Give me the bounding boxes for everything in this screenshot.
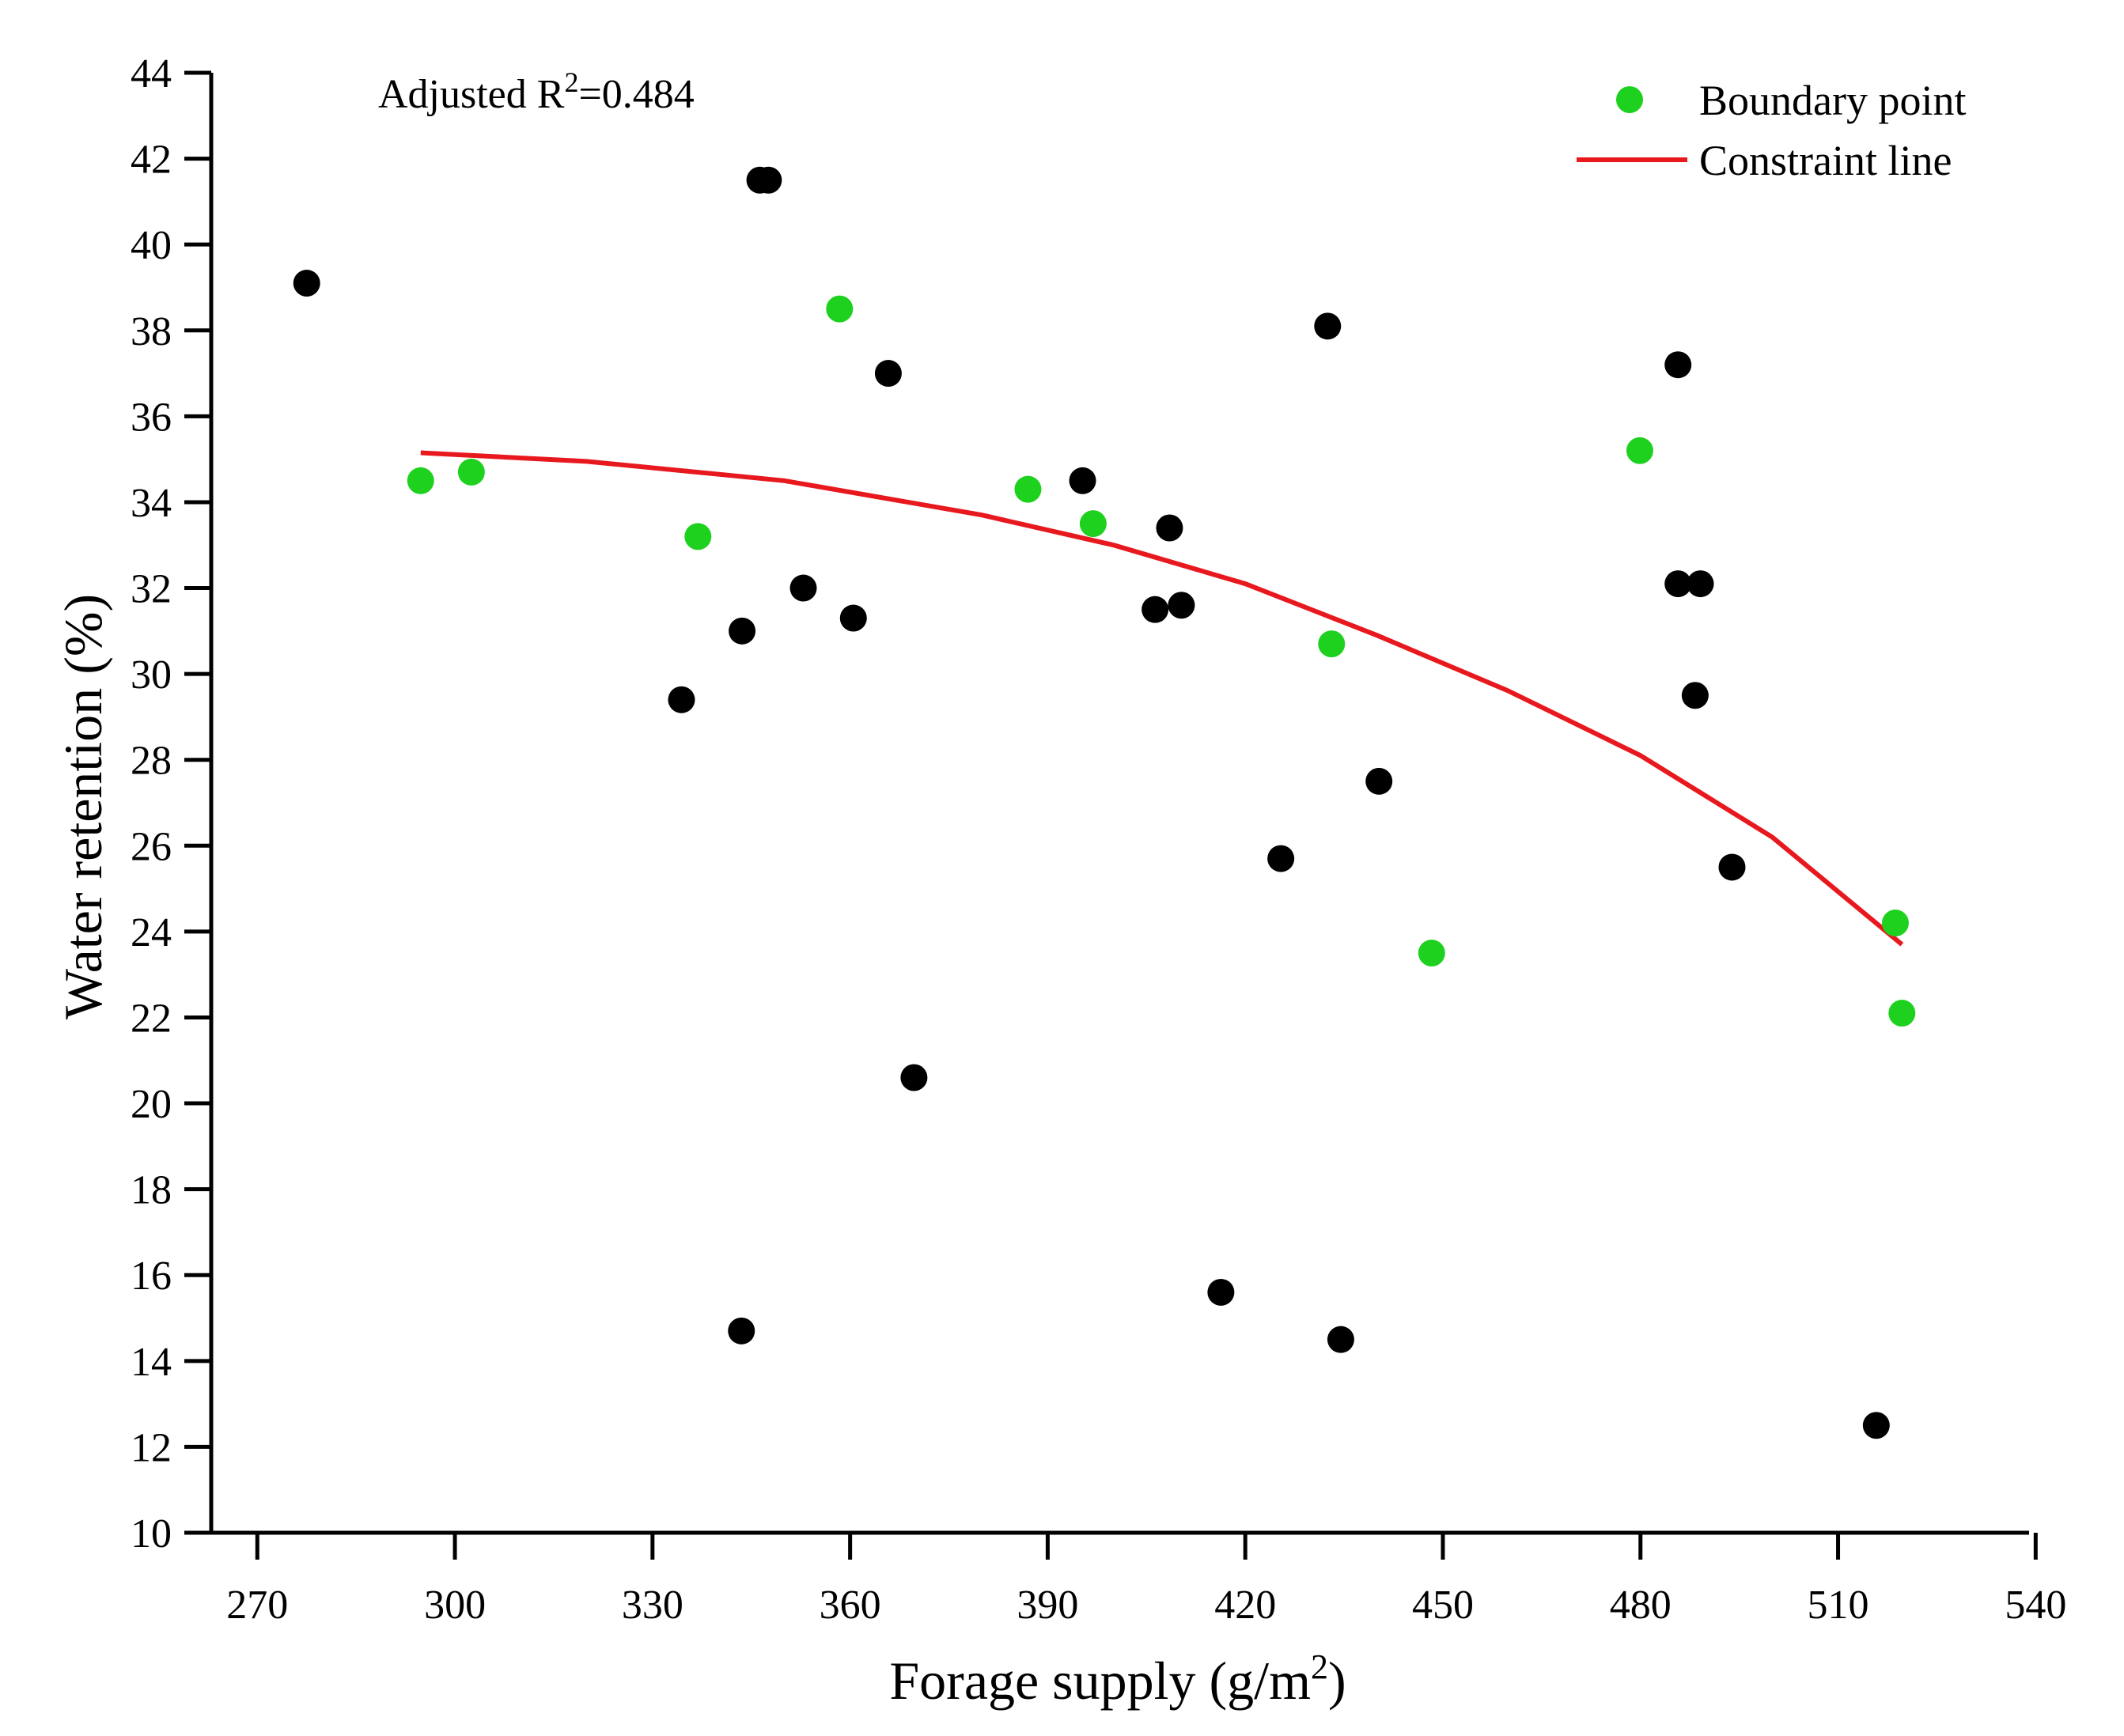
plot-area [293, 166, 1916, 1439]
data-point [1142, 596, 1169, 623]
constraint-line-layer [420, 450, 1904, 947]
data-point [839, 604, 867, 632]
legend-boundary-label: Boundary point [1699, 77, 1966, 124]
x-axis-title: Forage supply (g/m2) [889, 1647, 1346, 1711]
x-tick-label: 420 [1214, 1583, 1276, 1628]
y-tick-label: 18 [131, 1168, 172, 1213]
boundary-point [1881, 910, 1909, 937]
y-tick-label: 38 [131, 309, 172, 354]
boundary-point [1014, 475, 1042, 503]
x-tick-label: 450 [1412, 1583, 1474, 1628]
data-point [729, 617, 756, 645]
y-tick-label: 14 [131, 1340, 172, 1385]
data-point [755, 166, 782, 194]
y-tick-label: 34 [131, 481, 172, 526]
y-tick-label: 12 [131, 1425, 172, 1470]
boundary-point [1079, 510, 1107, 538]
legend-boundary-marker [1616, 86, 1643, 113]
x-tick-label: 270 [226, 1583, 288, 1628]
data-point [1069, 467, 1096, 494]
data-point [900, 1064, 928, 1091]
data-point [1664, 570, 1692, 598]
data-point [1168, 592, 1195, 619]
r-squared-value: =0.484 [578, 72, 694, 117]
y-tick-label: 42 [131, 138, 172, 183]
data-point [1862, 1412, 1890, 1439]
y-tick-label: 26 [131, 824, 172, 869]
x-axis-title-end: ) [1328, 1651, 1346, 1711]
data-point [1365, 767, 1393, 795]
legend: Boundary point Constraint line [1577, 77, 1966, 184]
boundary-point [1418, 940, 1445, 967]
y-tick-label: 28 [131, 739, 172, 784]
x-tick-label: 390 [1017, 1583, 1078, 1628]
data-point [293, 270, 320, 297]
x-ticks: 270 300 330 360 390 420 450 480 510 540 [226, 1533, 2066, 1628]
data-point [874, 360, 902, 388]
constraint-line [420, 450, 1904, 947]
r-squared-sup: 2 [564, 66, 578, 98]
data-point [1718, 853, 1746, 881]
data-point [1327, 1326, 1354, 1353]
x-tick-label: 300 [424, 1583, 486, 1628]
data-point [1267, 845, 1295, 872]
data-point [1687, 570, 1714, 598]
x-tick-label: 540 [2005, 1583, 2066, 1628]
data-point [789, 574, 817, 602]
boundary-point [1626, 437, 1653, 464]
boundary-point [826, 295, 854, 323]
boundary-point [457, 458, 485, 486]
y-tick-label: 10 [131, 1511, 172, 1556]
x-axis-title-sup: 2 [1311, 1647, 1328, 1686]
data-point [1207, 1278, 1235, 1306]
data-point [1156, 514, 1183, 542]
y-tick-label: 22 [131, 996, 172, 1041]
y-tick-label: 16 [131, 1254, 172, 1299]
x-tick-label: 510 [1808, 1583, 1869, 1628]
r-squared-annotation: Adjusted R2=0.484 [378, 66, 695, 117]
boundary-point [684, 523, 712, 550]
y-ticks: 10 12 14 16 18 20 22 24 26 28 30 32 34 36 38 40 42 44 [131, 51, 211, 1556]
x-tick-label: 480 [1610, 1583, 1672, 1628]
y-tick-label: 44 [131, 51, 172, 96]
y-tick-label: 40 [131, 223, 172, 268]
y-tick-label: 20 [131, 1082, 172, 1127]
x-tick-label: 360 [820, 1583, 881, 1628]
x-tick-label: 330 [622, 1583, 683, 1628]
axes: 270 300 330 360 390 420 450 480 510 540 101214161… [131, 51, 2066, 1628]
boundary-point [407, 467, 434, 494]
data-point [1314, 312, 1342, 340]
legend-constraint-label: Constraint line [1699, 137, 1952, 184]
boundary-point [1318, 630, 1346, 658]
data-point [1664, 351, 1692, 379]
y-tick-label: 30 [131, 652, 172, 698]
y-tick-label: 36 [131, 395, 172, 440]
x-axis-title-main: Forage supply (g/m [889, 1651, 1311, 1711]
y-axis-title: Water retention (%) [53, 594, 113, 1019]
y-tick-label: 32 [131, 567, 172, 612]
r-squared-prefix: Adjusted R [378, 72, 565, 117]
data-point [668, 686, 695, 713]
data-point [1681, 682, 1709, 709]
points-layer [293, 166, 1916, 1439]
boundary-point [1888, 1000, 1916, 1027]
data-point [728, 1317, 755, 1345]
y-tick-label: 24 [131, 910, 172, 955]
